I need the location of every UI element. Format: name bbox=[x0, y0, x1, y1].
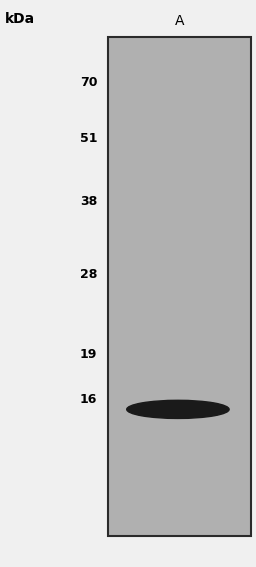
Text: 28: 28 bbox=[80, 269, 97, 281]
Text: A: A bbox=[174, 14, 184, 28]
Text: 16: 16 bbox=[80, 393, 97, 406]
Text: 51: 51 bbox=[80, 133, 97, 145]
Text: kDa: kDa bbox=[5, 12, 35, 27]
Text: 70: 70 bbox=[80, 76, 97, 88]
Bar bbox=[108, 37, 251, 536]
Text: 19: 19 bbox=[80, 348, 97, 361]
Text: 38: 38 bbox=[80, 195, 97, 208]
Ellipse shape bbox=[127, 400, 229, 418]
